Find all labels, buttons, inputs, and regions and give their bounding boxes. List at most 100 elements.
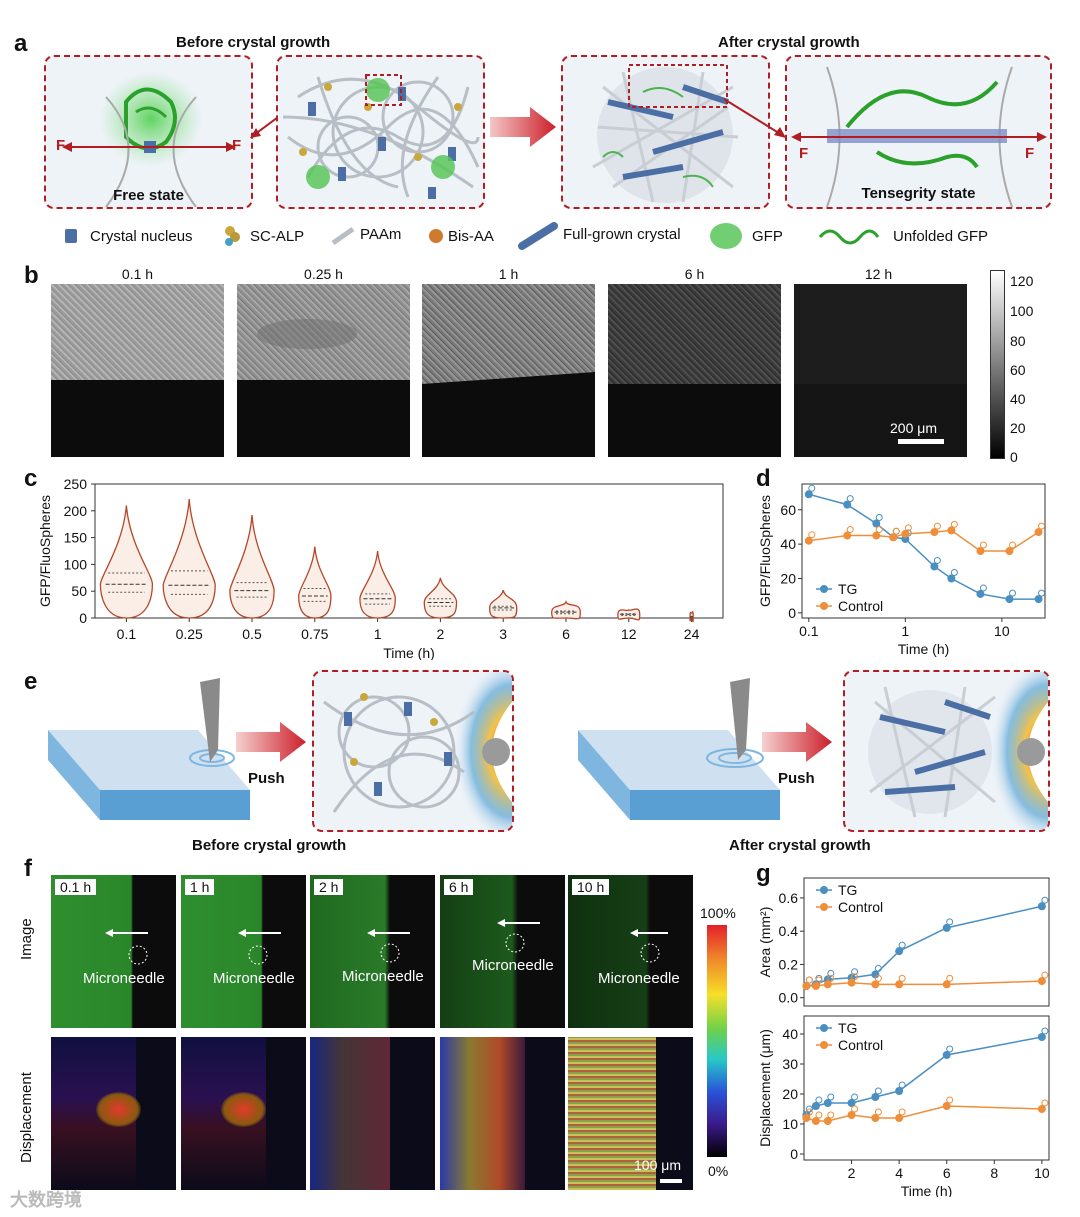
violin-xtick-label-7: 6 [562, 626, 570, 642]
chart-d-pt-Control-6 [947, 526, 956, 535]
f-time-5: 10 h [572, 879, 610, 895]
chart-g2-rep-TG-5 [898, 1081, 906, 1089]
microneedle-label-4: Microneedle [472, 957, 554, 974]
hydrogel-push-before [48, 678, 250, 820]
micrograph-b-4 [608, 284, 781, 457]
watermark: 大数跨境 [10, 1190, 82, 1210]
free-state-label: Free state [113, 187, 184, 204]
gfp-icon [710, 223, 742, 249]
chart-g1-rep-Control-6 [946, 974, 954, 982]
chart-d-pt-TG-2 [872, 519, 881, 528]
panel-f-letter: f [24, 855, 32, 882]
chart-d-rep-Control-5 [933, 522, 941, 530]
push-arrow-before [236, 722, 306, 762]
chart-d-frame [801, 483, 1046, 619]
time-label-b-5: 12 h [864, 266, 893, 282]
bis-aa-icon [429, 229, 443, 243]
micrograph-b-2 [237, 284, 410, 457]
chart-g1-frame [803, 877, 1050, 1007]
chart-d-rep-TG-8 [1008, 589, 1016, 597]
chart-d-ytick-label-0: 0 [788, 605, 796, 621]
grayscale-colorbar [990, 270, 1005, 459]
f-time-3: 2 h [314, 879, 344, 895]
chart-g1-rep-TG-6 [946, 918, 954, 926]
hydrogel-push-after [578, 678, 780, 820]
violin-xtick-label-8: 12 [621, 626, 637, 642]
chart-g2-pt-Control-1 [811, 1117, 820, 1125]
chart-g2-rep-Control-4 [874, 1108, 882, 1116]
chart-g1-rep-Control-5 [898, 974, 906, 982]
chart-g2-legend-marker-TG [820, 1024, 828, 1032]
chart-g2-xtick-label-0: 2 [848, 1165, 856, 1181]
scalebar-f [660, 1179, 682, 1183]
violin-6 [551, 599, 581, 620]
f-image-1: 0.1 h Microneedle [51, 875, 176, 1028]
chart-d-pt-TG-8 [1005, 595, 1014, 604]
violin-0.75 [298, 546, 332, 619]
chart-g2-pt-TG-7 [1037, 1033, 1046, 1041]
chart-g1-pt-Control-5 [895, 980, 904, 989]
chart-g2-rep-TG-0 [805, 1105, 813, 1113]
violin-3 [489, 589, 518, 619]
chart-d-rep-TG-9 [1038, 589, 1046, 597]
chart-d-xtick-label-0: 0.1 [799, 623, 819, 639]
chart-g1-ytick-label-2: 0.4 [779, 923, 799, 939]
chart-g1-ytick-label-3: 0.6 [779, 890, 799, 906]
cb-tick-0: 0 [1010, 449, 1018, 465]
chart-d-pt-Control-0 [804, 536, 813, 545]
chart-g2-rep-Control-3 [851, 1105, 859, 1113]
violin-ytick-label-3: 150 [64, 530, 88, 546]
chart-g2-pt-TG-6 [942, 1051, 951, 1059]
chart-g2-pt-TG-1 [811, 1102, 820, 1110]
push-caption-after: After crystal growth [729, 837, 871, 854]
chart-g1-rep-Control-2 [827, 974, 835, 982]
chart-d-rep-Control-2 [875, 526, 883, 534]
needle-arrow-3 [367, 929, 410, 963]
chart-g1-pt-Control-0 [802, 982, 811, 991]
chart-g1-rep-Control-4 [874, 974, 882, 982]
chart-d-pt-TG-5 [930, 562, 939, 571]
f-image-4: 6 h Microneedle [440, 875, 565, 1028]
chart-g2-ytick-label-0: 0 [790, 1146, 798, 1162]
violin-ytick-label-0: 0 [79, 610, 87, 626]
violin-xtick-label-6: 3 [499, 626, 507, 642]
chart-g2-legend-Control: Control [838, 1037, 883, 1053]
violin-xtick-label-5: 2 [437, 626, 445, 642]
violin-ytick-label-4: 200 [64, 503, 88, 519]
scalebar-b [898, 439, 944, 444]
violin-2 [423, 577, 458, 619]
chart-g2-pt-TG-2 [823, 1099, 832, 1107]
chart-g1-rep-TG-5 [898, 941, 906, 949]
chart-g2-rep-Control-7 [1041, 1099, 1049, 1107]
full-grown-crystal-icon [518, 222, 558, 250]
violin-xlabel: Time (h) [383, 645, 435, 660]
violin-1 [359, 550, 396, 619]
chart-d-pt-Control-3 [889, 533, 898, 542]
chart-d-rep-Control-4 [904, 524, 912, 532]
chart-g1-rep-Control-3 [851, 973, 859, 981]
chart-g2-rep-TG-7 [1041, 1027, 1049, 1035]
f-time-2: 1 h [185, 879, 215, 895]
chart-d-rep-Control-0 [808, 531, 816, 539]
push-label-after: Push [778, 770, 815, 787]
chart-d-pt-Control-2 [872, 531, 881, 540]
row-label-image: Image [18, 918, 35, 960]
chart-g2-rep-Control-6 [946, 1096, 954, 1104]
chart-g2-pt-TG-5 [895, 1087, 904, 1095]
push-network-before [323, 672, 512, 830]
chart-g1-pt-Control-6 [942, 980, 951, 989]
needle-arrow-4 [497, 919, 540, 953]
chart-g1-ytick-label-0: 0.0 [779, 990, 799, 1006]
chart-g2-pt-Control-7 [1037, 1105, 1046, 1113]
cb-tick-120: 120 [1010, 273, 1034, 289]
chart-d-pt-TG-6 [947, 574, 956, 583]
chart-d-line-TG [808, 493, 1039, 600]
chart-d-pt-TG-1 [843, 500, 852, 509]
colorbar-f-top: 100% [700, 905, 736, 921]
violin-xtick-label-4: 1 [374, 626, 382, 642]
chart-d-rep-TG-1 [846, 495, 854, 503]
time-label-b-3: 1 h [498, 266, 519, 282]
violin-xtick-label-9: 24 [684, 626, 700, 642]
